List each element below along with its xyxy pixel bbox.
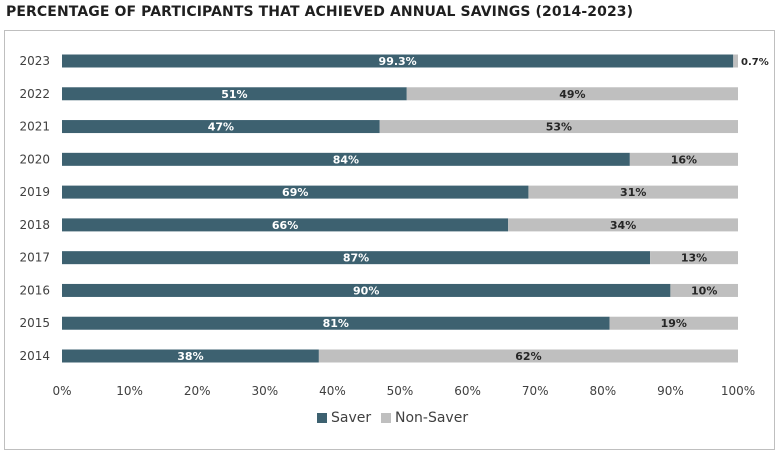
y-tick-label: 2021 <box>19 120 50 134</box>
data-label-non-saver: 31% <box>620 186 646 199</box>
y-tick-label: 2017 <box>19 251 50 265</box>
data-label-saver: 81% <box>323 317 349 330</box>
bar-saver <box>62 152 630 166</box>
x-tick-label: 30% <box>251 384 278 398</box>
bar-saver <box>62 218 509 232</box>
y-tick-label: 2015 <box>19 316 50 330</box>
x-tick-label: 60% <box>454 384 481 398</box>
x-tick-label: 90% <box>657 384 684 398</box>
data-label-non-saver: 49% <box>559 88 585 101</box>
y-tick-label: 2020 <box>19 152 50 166</box>
x-axis: 0% 10% 20% 30% 40% 50% 60% 70% 80% 90% 100% <box>52 384 755 398</box>
bars-layer: 99.3% 0.7% 51% 49% 47% 53% 84% 16% 69% 31% 66% 34% 8… <box>62 54 769 363</box>
x-tick-label: 20% <box>184 384 211 398</box>
legend: Saver Non-Saver <box>317 410 468 426</box>
data-label-non-saver: 10% <box>691 284 717 297</box>
data-label-saver: 84% <box>333 153 359 166</box>
x-tick-label: 80% <box>589 384 616 398</box>
data-label-saver: 69% <box>282 186 308 199</box>
bar-non-saver <box>379 120 738 134</box>
bar-non-saver <box>528 185 738 199</box>
x-tick-label: 40% <box>319 384 346 398</box>
bar-non-saver <box>406 87 738 101</box>
legend-label: Non-Saver <box>395 410 468 426</box>
x-tick-label: 0% <box>52 384 71 398</box>
legend-label: Saver <box>331 410 371 426</box>
x-tick-label: 100% <box>721 384 755 398</box>
bar-non-saver <box>508 218 738 232</box>
y-tick-label: 2019 <box>19 185 50 199</box>
data-label-saver: 51% <box>221 88 247 101</box>
x-tick-label: 70% <box>522 384 549 398</box>
chart-frame <box>4 30 775 450</box>
bar-non-saver <box>318 349 738 363</box>
legend-swatch <box>381 413 391 423</box>
bar-non-saver <box>629 152 738 166</box>
data-label-saver: 99.3% <box>379 55 417 68</box>
bar-saver <box>62 316 610 330</box>
bar-non-saver <box>650 251 738 265</box>
y-tick-label: 2023 <box>19 54 50 68</box>
y-tick-label: 2018 <box>19 218 50 232</box>
y-axis: 2023 2022 2021 2020 2019 2018 2017 2016 2015 2014 <box>19 54 50 363</box>
data-label-saver: 38% <box>177 350 203 363</box>
bar-saver <box>62 251 651 265</box>
legend-swatch <box>317 413 327 423</box>
data-label-non-saver: 13% <box>681 252 707 265</box>
x-tick-label: 50% <box>387 384 414 398</box>
bar-non-saver <box>670 283 738 297</box>
data-label-saver: 90% <box>353 284 379 297</box>
y-tick-label: 2022 <box>19 87 50 101</box>
bar-non-saver <box>609 316 738 330</box>
bar-saver <box>62 185 529 199</box>
bar-saver <box>62 54 734 68</box>
bar-saver <box>62 120 380 134</box>
data-label-non-saver: 62% <box>515 350 541 363</box>
data-label-saver: 47% <box>208 121 234 134</box>
data-label-saver: 66% <box>272 219 298 232</box>
data-label-non-saver: 34% <box>610 219 636 232</box>
data-label-non-saver: 0.7% <box>741 57 769 68</box>
chart-title: PERCENTAGE OF PARTICIPANTS THAT ACHIEVED… <box>6 4 634 20</box>
data-label-saver: 87% <box>343 252 369 265</box>
y-tick-label: 2014 <box>19 349 50 363</box>
bar-saver <box>62 349 319 363</box>
data-label-non-saver: 53% <box>546 121 572 134</box>
bar-saver <box>62 87 407 101</box>
data-label-non-saver: 16% <box>671 153 697 166</box>
bar-non-saver <box>733 54 738 68</box>
data-label-non-saver: 19% <box>661 317 687 330</box>
y-tick-label: 2016 <box>19 283 50 297</box>
x-tick-label: 10% <box>116 384 143 398</box>
bar-saver <box>62 283 671 297</box>
